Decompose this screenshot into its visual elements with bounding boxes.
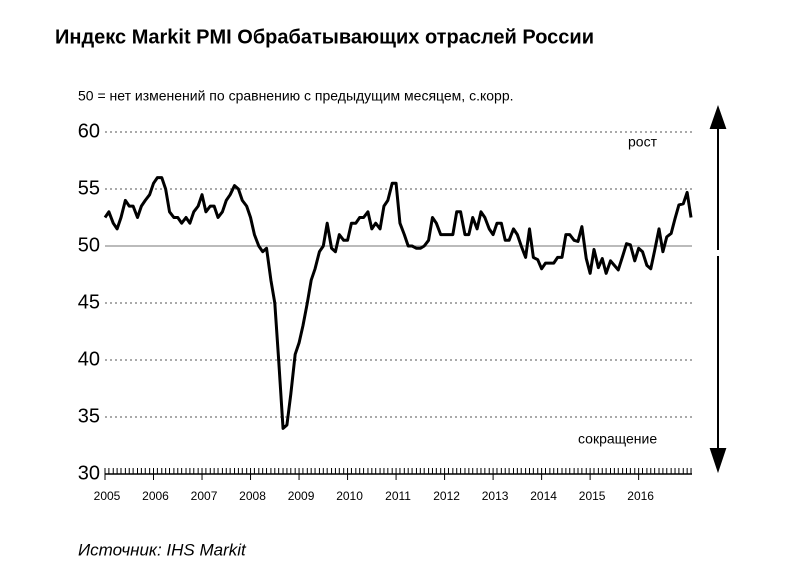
chart-title: Индекс Markit PMI Обрабатывающих отрасле… (55, 26, 594, 48)
y-tick-label: 55 (78, 177, 100, 199)
y-tick-label: 40 (78, 348, 100, 370)
x-tick-label: 2008 (239, 489, 266, 503)
y-tick-label: 60 (78, 120, 100, 142)
x-tick-label: 2014 (530, 489, 557, 503)
x-tick-label: 2016 (627, 489, 654, 503)
x-tick-label: 2013 (482, 489, 509, 503)
arrows (709, 104, 727, 474)
x-tick-label: 2009 (288, 489, 315, 503)
x-tick-label: 2005 (94, 489, 121, 503)
y-tick-label: 50 (78, 234, 100, 256)
y-tick-label: 45 (78, 291, 100, 313)
y-tick-label: 35 (78, 405, 100, 427)
y-tick-label: 30 (78, 462, 100, 484)
x-tick-label: 2007 (191, 489, 218, 503)
x-tick-label: 2012 (433, 489, 460, 503)
source: Источник: IHS Markit (78, 540, 247, 559)
x-tick-label: 2015 (579, 489, 606, 503)
annotation: сокращение (578, 431, 657, 447)
annotation: рост (628, 134, 658, 150)
line (103, 176, 693, 430)
arrow-head (709, 104, 727, 129)
x-tick-label: 2010 (336, 489, 363, 503)
x-tick-label: 2006 (142, 489, 169, 503)
chart-subtitle: 50 = нет изменений по сравнению с предыд… (78, 88, 514, 104)
arrow-head (709, 448, 727, 474)
x-tick-label: 2011 (385, 489, 411, 503)
